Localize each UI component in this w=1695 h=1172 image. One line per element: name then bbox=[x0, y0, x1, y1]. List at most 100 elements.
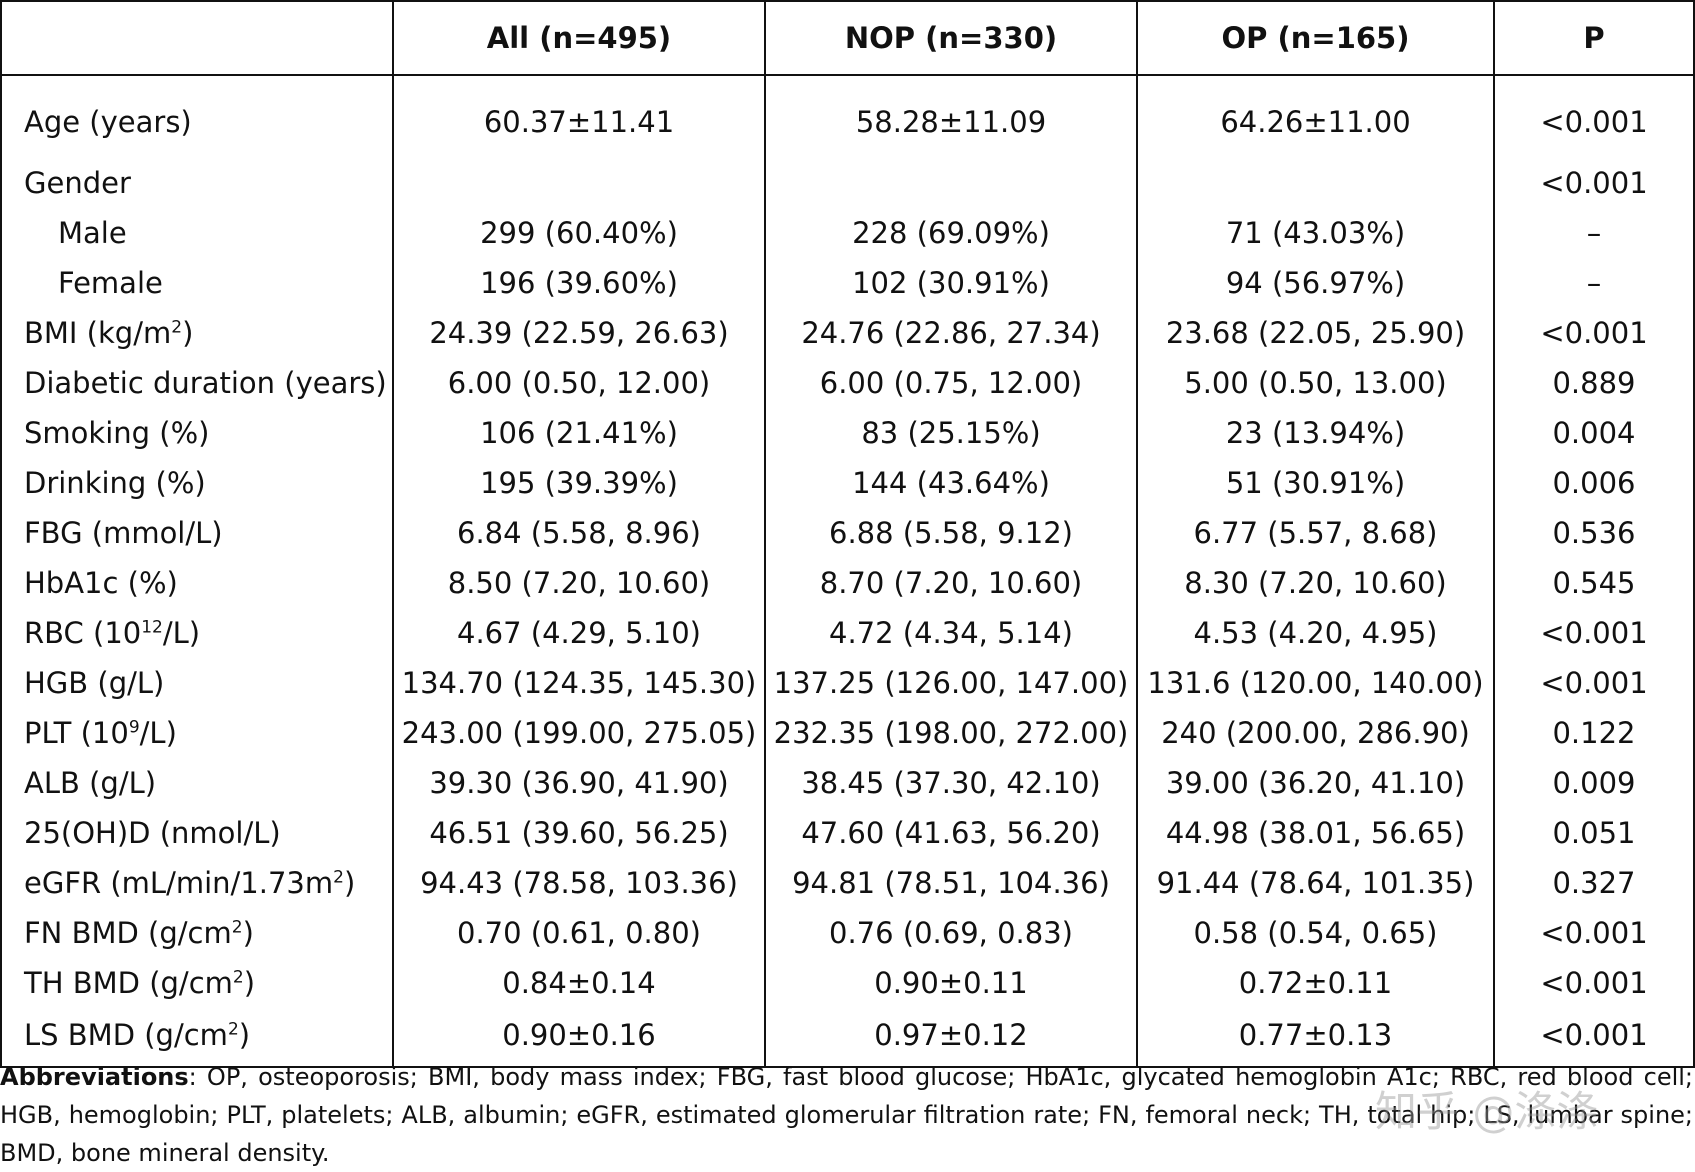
cell-all: 4.67 (4.29, 5.10) bbox=[392, 608, 766, 658]
cell-op: 8.30 (7.20, 10.60) bbox=[1136, 558, 1495, 608]
cell-p: 0.009 bbox=[1493, 758, 1695, 808]
cell-nop: 4.72 (4.34, 5.14) bbox=[764, 608, 1138, 658]
cell-all: 6.00 (0.50, 12.00) bbox=[392, 358, 766, 408]
cell-nop: 0.76 (0.69, 0.83) bbox=[764, 908, 1138, 958]
cell-all: 134.70 (124.35, 145.30) bbox=[392, 658, 766, 708]
cell-op: 4.53 (4.20, 4.95) bbox=[1136, 608, 1495, 658]
cell-p: 0.545 bbox=[1493, 558, 1695, 608]
table-row: Smoking (%) 106 (21.41%) 83 (25.15%) 23 (13… bbox=[0, 408, 1695, 458]
row-label: ALB (g/L) bbox=[0, 758, 394, 808]
row-label-superscript: 2 bbox=[232, 967, 244, 988]
table-row: eGFR (mL/min/1.73m2) 94.43 (78.58, 103.36… bbox=[0, 858, 1695, 908]
cell-op: 5.00 (0.50, 13.00) bbox=[1136, 358, 1495, 408]
cell-all: 0.90±0.16 bbox=[392, 1008, 766, 1068]
row-label: PLT (109/L) bbox=[0, 708, 394, 758]
header-cell-op: OP (n=165) bbox=[1136, 0, 1495, 76]
row-label: FN BMD (g/cm2) bbox=[0, 908, 394, 958]
cell-op: 6.77 (5.57, 8.68) bbox=[1136, 508, 1495, 558]
cell-all: 243.00 (199.00, 275.05) bbox=[392, 708, 766, 758]
row-label: RBC (1012/L) bbox=[0, 608, 394, 658]
row-label-text: Male bbox=[58, 216, 127, 250]
row-label-superscript: 2 bbox=[171, 317, 183, 338]
table-row: HbA1c (%) 8.50 (7.20, 10.60) 8.70 (7.20, 1… bbox=[0, 558, 1695, 608]
header-cell-blank bbox=[0, 0, 394, 76]
table-row: PLT (109/L) 243.00 (199.00, 275.05) 232.35… bbox=[0, 708, 1695, 758]
cell-p: <0.001 bbox=[1493, 608, 1695, 658]
row-label-suffix: /L) bbox=[162, 616, 201, 650]
cell-nop: 6.00 (0.75, 12.00) bbox=[764, 358, 1138, 408]
table-row: BMI (kg/m2) 24.39 (22.59, 26.63) 24.76 (22… bbox=[0, 308, 1695, 358]
cell-nop: 24.76 (22.86, 27.34) bbox=[764, 308, 1138, 358]
cell-op: 44.98 (38.01, 56.65) bbox=[1136, 808, 1495, 858]
row-label: TH BMD (g/cm2) bbox=[0, 958, 394, 1008]
cell-p: <0.001 bbox=[1493, 908, 1695, 958]
header-cell-all: All (n=495) bbox=[392, 0, 766, 76]
cell-op: 39.00 (36.20, 41.10) bbox=[1136, 758, 1495, 808]
cell-nop: 94.81 (78.51, 104.36) bbox=[764, 858, 1138, 908]
row-label-superscript: 2 bbox=[333, 867, 344, 888]
row-label-text: Diabetic duration (years) bbox=[24, 366, 387, 400]
cell-nop: 137.25 (126.00, 147.00) bbox=[764, 658, 1138, 708]
cell-all: 299 (60.40%) bbox=[392, 208, 766, 258]
cell-p: – bbox=[1493, 208, 1695, 258]
cell-p: 0.004 bbox=[1493, 408, 1695, 458]
row-label: Female bbox=[0, 258, 394, 308]
cell-op: 51 (30.91%) bbox=[1136, 458, 1495, 508]
cell-op: 23.68 (22.05, 25.90) bbox=[1136, 308, 1495, 358]
cell-nop: 0.90±0.11 bbox=[764, 958, 1138, 1008]
cell-nop: 102 (30.91%) bbox=[764, 258, 1138, 308]
row-label-suffix: ) bbox=[243, 966, 256, 1000]
table-row: Male 299 (60.40%) 228 (69.09%) 71 (43.03%) – bbox=[0, 208, 1695, 258]
cell-nop: 232.35 (198.00, 272.00) bbox=[764, 708, 1138, 758]
row-label-text: LS BMD (g/cm bbox=[24, 1018, 228, 1052]
cell-nop: 0.97±0.12 bbox=[764, 1008, 1138, 1068]
cell-nop: 228 (69.09%) bbox=[764, 208, 1138, 258]
table-row: Female 196 (39.60%) 102 (30.91%) 94 (56.97%… bbox=[0, 258, 1695, 308]
cell-op: 0.72±0.11 bbox=[1136, 958, 1495, 1008]
row-label-suffix: ) bbox=[343, 866, 356, 900]
cell-all: 0.70 (0.61, 0.80) bbox=[392, 908, 766, 958]
row-label: Age (years) bbox=[0, 75, 394, 158]
cell-p: <0.001 bbox=[1493, 158, 1695, 208]
cell-nop: 47.60 (41.63, 56.20) bbox=[764, 808, 1138, 858]
table-row: HGB (g/L) 134.70 (124.35, 145.30) 137.25 (… bbox=[0, 658, 1695, 708]
cell-op: 0.58 (0.54, 0.65) bbox=[1136, 908, 1495, 958]
row-label-text: eGFR (mL/min/1.73m bbox=[24, 866, 334, 900]
cell-p: <0.001 bbox=[1493, 958, 1695, 1008]
cell-p: – bbox=[1493, 258, 1695, 308]
row-label-text: BMI (kg/m bbox=[24, 316, 172, 350]
row-label-text: Drinking (%) bbox=[24, 466, 206, 500]
cell-all: 0.84±0.14 bbox=[392, 958, 766, 1008]
table-row: Gender <0.001 bbox=[0, 158, 1695, 208]
header-cell-p: P bbox=[1493, 0, 1695, 76]
cell-all: 106 (21.41%) bbox=[392, 408, 766, 458]
table-row: TH BMD (g/cm2) 0.84±0.14 0.90±0.11 0.72±0.1… bbox=[0, 958, 1695, 1008]
row-label: Male bbox=[0, 208, 394, 258]
cell-p: <0.001 bbox=[1493, 308, 1695, 358]
row-label: eGFR (mL/min/1.73m2) bbox=[0, 858, 394, 908]
row-label-text: Female bbox=[58, 266, 163, 300]
row-label: Smoking (%) bbox=[0, 408, 394, 458]
table-header-row: All (n=495) NOP (n=330) OP (n=165) P bbox=[0, 0, 1695, 76]
row-label: 25(OH)D (nmol/L) bbox=[0, 808, 394, 858]
cell-op: 71 (43.03%) bbox=[1136, 208, 1495, 258]
cell-op: 0.77±0.13 bbox=[1136, 1008, 1495, 1068]
cell-all: 195 (39.39%) bbox=[392, 458, 766, 508]
footnote-heading: Abbreviations bbox=[0, 1063, 189, 1091]
row-label-superscript: 2 bbox=[227, 1019, 239, 1040]
row-label-text: Age (years) bbox=[24, 105, 192, 139]
cell-p: 0.006 bbox=[1493, 458, 1695, 508]
cell-op: 94 (56.97%) bbox=[1136, 258, 1495, 308]
baseline-characteristics-table: All (n=495) NOP (n=330) OP (n=165) P Age… bbox=[0, 0, 1695, 1068]
table-row: Drinking (%) 195 (39.39%) 144 (43.64%) 51 (… bbox=[0, 458, 1695, 508]
row-label-text: FN BMD (g/cm bbox=[24, 916, 232, 950]
cell-p: 0.889 bbox=[1493, 358, 1695, 408]
cell-op: 131.6 (120.00, 140.00) bbox=[1136, 658, 1495, 708]
row-label-text: FBG (mmol/L) bbox=[24, 516, 223, 550]
cell-op bbox=[1136, 158, 1495, 208]
cell-op: 23 (13.94%) bbox=[1136, 408, 1495, 458]
cell-nop: 38.45 (37.30, 42.10) bbox=[764, 758, 1138, 808]
row-label-superscript: 9 bbox=[128, 717, 140, 738]
row-label: HbA1c (%) bbox=[0, 558, 394, 608]
